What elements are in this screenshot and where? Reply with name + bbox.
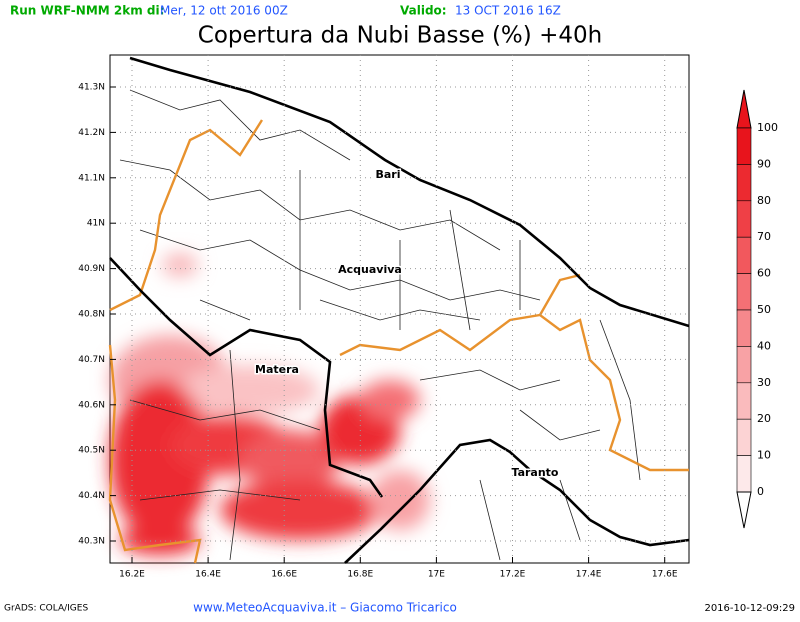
lon-label: 16.2E [119, 570, 145, 580]
lon-label: 17E [428, 570, 445, 580]
colorbar-label: 20 [757, 412, 771, 425]
colorbar-label: 0 [757, 485, 764, 498]
lat-label: 40.8N [78, 310, 105, 320]
lat-label: 40.7N [78, 355, 105, 365]
lon-label: 16.8E [347, 570, 373, 580]
colorbar-box [736, 382, 752, 420]
valid-date: 13 OCT 2016 16Z [455, 4, 561, 18]
colorbar-label: 80 [757, 194, 771, 207]
colorbar-box [736, 455, 752, 493]
lat-label: 40.4N [78, 491, 105, 501]
colorbar-label: 50 [757, 303, 771, 316]
place-label: Taranto [511, 466, 558, 479]
lon-label: 17.2E [500, 570, 526, 580]
colorbar-label: 70 [757, 230, 771, 243]
place-label: Matera [255, 363, 299, 376]
lat-label: 40.5N [78, 446, 105, 456]
cloud-field [110, 253, 430, 555]
footer-left: GrADS: COLA/IGES [4, 604, 88, 614]
lat-label: 41.1N [78, 173, 105, 183]
footer-right: 2016-10-12-09:29 [704, 603, 795, 614]
map: Bari Acquaviva Matera Taranto [108, 54, 690, 564]
lon-label: 16.4E [195, 570, 221, 580]
lon-label: 17.6E [652, 570, 678, 580]
colorbar-label: 90 [757, 157, 771, 170]
run-date: Mer, 12 ott 2016 00Z [160, 4, 288, 18]
colorbar-box [736, 164, 752, 202]
place-label: Acquaviva [338, 263, 402, 276]
title: Copertura da Nubi Basse (%) +40h [198, 23, 602, 49]
lat-label: 41.3N [78, 83, 105, 93]
colorbar-box [736, 236, 752, 274]
lon-label: 16.6E [271, 570, 297, 580]
colorbar-label: 10 [757, 449, 771, 462]
run-label: Run WRF-NMM 2km di: [10, 4, 164, 18]
colorbar-top [736, 89, 752, 129]
colorbar-bottom [736, 491, 752, 529]
lat-label: 40.3N [78, 537, 105, 547]
lat-label: 40.6N [78, 400, 105, 410]
footer-center: www.MeteoAcquaviva.it – Giacomo Tricaric… [193, 601, 457, 615]
colorbar-box [736, 418, 752, 456]
colorbar-box [736, 200, 752, 238]
colorbar-box [736, 309, 752, 347]
colorbar-label: 60 [757, 267, 771, 280]
colorbar-label: 100 [757, 121, 778, 134]
lat-label: 41.2N [78, 128, 105, 138]
lon-label: 17.4E [576, 570, 602, 580]
colorbar-box [736, 273, 752, 311]
colorbar-box [736, 127, 752, 165]
lat-label: 40.9N [78, 264, 105, 274]
colorbar-label: 40 [757, 339, 771, 352]
colorbar-box [736, 346, 752, 384]
valid-label: Valido: [400, 4, 447, 18]
colorbar-label: 30 [757, 376, 771, 389]
lat-label: 41N [87, 219, 105, 229]
place-label: Bari [375, 168, 400, 181]
